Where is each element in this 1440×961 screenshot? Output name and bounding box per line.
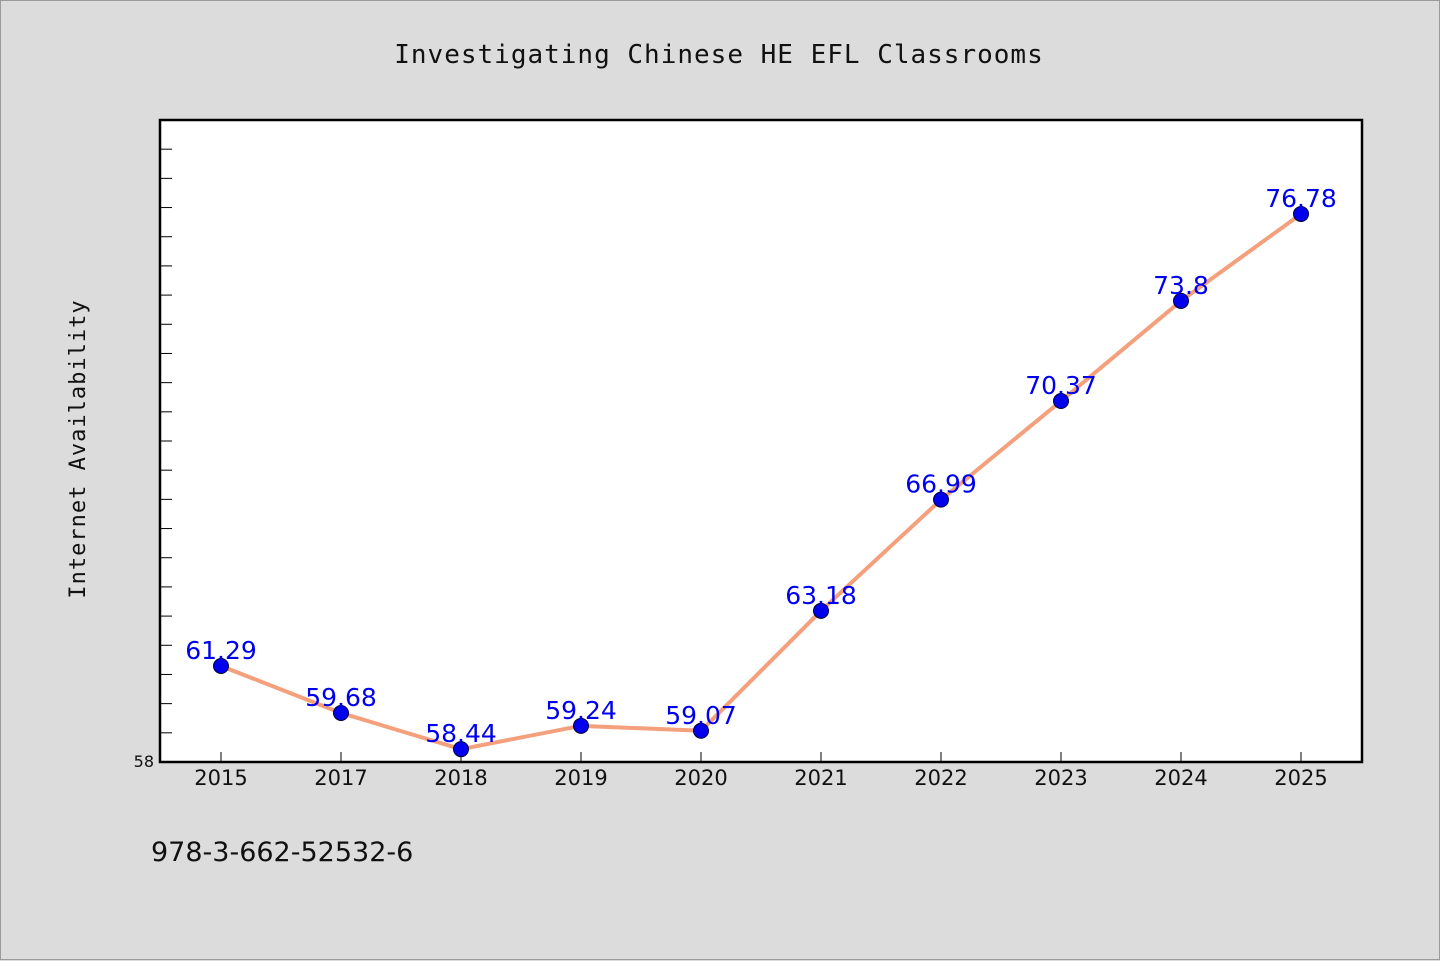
x-tick-label: 2024 [1154, 766, 1207, 790]
data-point [1173, 292, 1189, 309]
x-tick-label: 2025 [1274, 766, 1327, 790]
data-labels: 61.29 59.68 58.44 59.24 59.07 63.18 66.99 70.37… [185, 184, 1337, 748]
data-markers [213, 205, 1309, 758]
data-label: 63.18 [785, 581, 857, 610]
x-tick-label: 2015 [194, 766, 247, 790]
x-tick-label: 2020 [674, 766, 727, 790]
data-point [693, 722, 709, 739]
y-axis-label: Internet Availability [66, 299, 91, 598]
chart-title: Investigating Chinese HE EFL Classrooms [394, 40, 1043, 70]
x-axis-ticks: 2015 2017 2018 2019 2020 2021 2022 2023 2024 2025 [194, 752, 1328, 790]
data-point [1293, 205, 1309, 222]
x-tick-label: 2023 [1034, 766, 1087, 790]
data-point [1053, 393, 1069, 410]
plot-area [158, 118, 1364, 764]
data-point [933, 491, 949, 508]
data-point [453, 741, 469, 758]
x-tick-label: 2022 [914, 766, 967, 790]
data-label: 58.44 [425, 719, 497, 748]
x-tick-label: 2019 [554, 766, 607, 790]
data-point [213, 657, 229, 674]
data-point [813, 602, 829, 619]
footer-isbn: 978-3-662-52532-6 [151, 837, 414, 868]
data-label: 59.07 [665, 701, 737, 730]
x-tick-label: 2017 [314, 766, 367, 790]
data-label: 70.37 [1025, 371, 1097, 400]
x-tick-label: 2021 [794, 766, 847, 790]
data-point [333, 704, 349, 721]
series-line [220, 212, 1303, 752]
data-label: 66.99 [905, 470, 977, 499]
x-tick-label: 2018 [434, 766, 487, 790]
data-label: 59.24 [545, 696, 617, 725]
y-tick-label: 58 [134, 752, 154, 771]
data-label: 73.8 [1153, 271, 1209, 300]
data-label: 76.78 [1265, 184, 1337, 213]
data-label: 59.68 [305, 683, 377, 712]
y-axis-ticks: 58 [134, 119, 172, 771]
data-point [573, 717, 589, 734]
data-label: 61.29 [185, 636, 257, 665]
